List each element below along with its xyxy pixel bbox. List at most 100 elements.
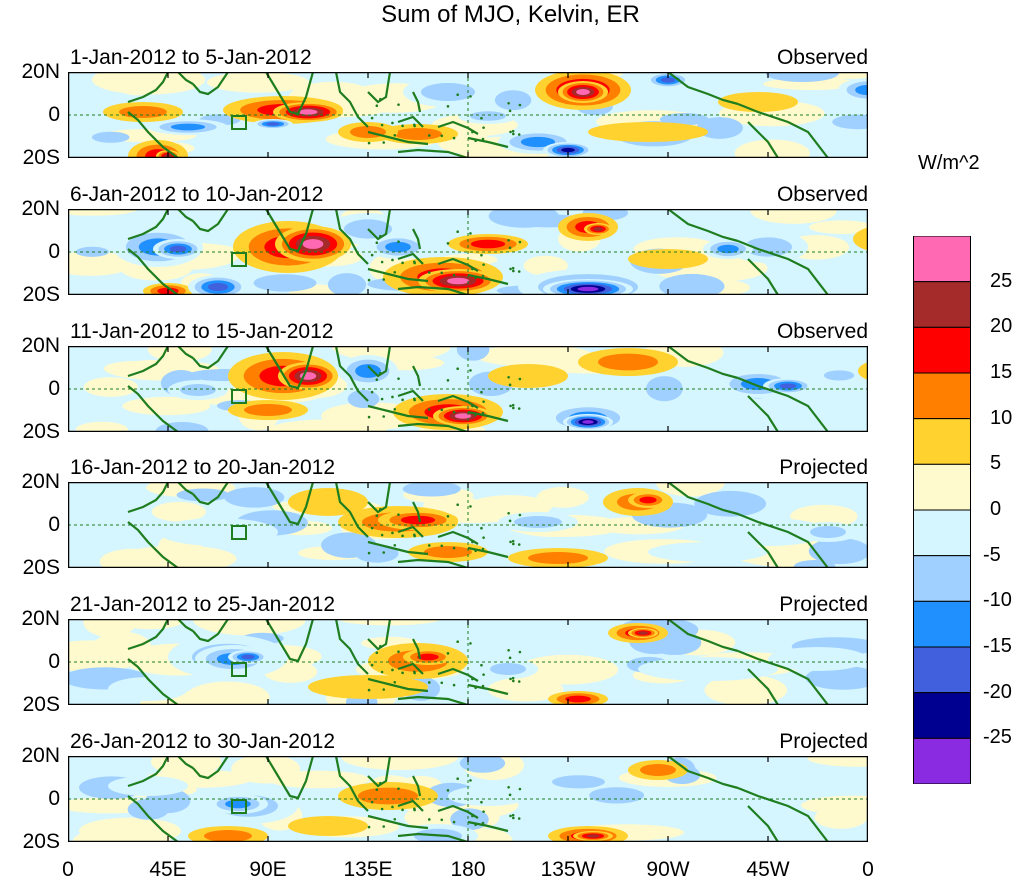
anomaly-contour: [588, 122, 708, 142]
anomaly-contour: [858, 362, 868, 380]
coastline: [412, 638, 422, 660]
island-marker: [474, 276, 477, 280]
coastline: [192, 209, 229, 233]
island-marker: [452, 273, 456, 277]
colorbar-segment: [913, 463, 971, 511]
coastline: [367, 540, 429, 556]
anomaly-contour: [454, 413, 472, 419]
island-marker: [469, 232, 472, 235]
anomaly-contour: [490, 663, 526, 675]
coastline: [177, 482, 194, 495]
coastline: [265, 209, 315, 253]
island-marker: [440, 271, 444, 275]
anomaly-contour: [750, 209, 837, 224]
coastline: [667, 72, 739, 106]
island-marker: [367, 415, 371, 419]
island-marker: [471, 267, 474, 271]
coastline: [397, 799, 424, 812]
panel-status: Projected: [779, 730, 868, 753]
region-box: [231, 252, 247, 267]
latitude-label: 0: [48, 240, 60, 263]
island-marker: [427, 134, 431, 137]
island-marker: [401, 261, 404, 265]
anomaly-contour: [103, 361, 165, 377]
olr-anomaly-map-6: [68, 756, 868, 842]
anomaly-contour: [717, 244, 739, 254]
anomaly-contour: [68, 251, 134, 276]
anomaly-contour: [92, 72, 206, 95]
island-marker: [517, 680, 521, 683]
latitude-label: 0: [48, 377, 60, 400]
colorbar-tick-label: -20: [983, 680, 1012, 703]
coastline: [192, 619, 229, 643]
coastline: [367, 756, 392, 788]
island-marker: [391, 668, 394, 672]
anomaly-contour: [385, 241, 411, 253]
anomaly-contour: [520, 136, 556, 148]
island-marker: [393, 270, 397, 274]
anomaly-contour: [108, 677, 188, 701]
anomaly-contour: [470, 239, 506, 249]
island-marker: [474, 823, 477, 827]
latitude-label: 0: [48, 650, 60, 673]
coastline: [667, 756, 739, 790]
coastline: [367, 267, 429, 283]
colorbar-tick-label: 10: [990, 406, 1013, 429]
coastline: [334, 756, 369, 812]
coastline: [397, 422, 469, 432]
island-marker: [509, 677, 512, 681]
coastline: [397, 695, 469, 705]
island-marker: [480, 253, 483, 257]
island-marker: [518, 787, 522, 791]
anomaly-contour: [394, 128, 442, 140]
anomaly-contour: [421, 83, 475, 101]
coastline: [127, 209, 169, 241]
coastline: [467, 820, 509, 833]
island-marker: [480, 663, 483, 667]
colorbar-segment: [913, 600, 971, 648]
island-marker: [413, 670, 416, 674]
island-marker: [469, 779, 472, 782]
map-panel-6: 26-Jan-2012 to 30-Jan-2012 Projected: [68, 730, 868, 842]
anomaly-contour: [718, 92, 798, 112]
anomaly-contour: [832, 114, 868, 130]
panel-status: Projected: [779, 593, 868, 616]
island-marker: [507, 511, 510, 515]
coastline: [127, 346, 169, 378]
coastline: [667, 619, 739, 653]
anomaly-contour: [855, 84, 868, 96]
coastline: [265, 346, 315, 390]
anomaly-contour: [487, 677, 564, 702]
island-marker: [508, 109, 512, 113]
anomaly-contour: [779, 383, 797, 389]
island-marker: [375, 651, 379, 655]
coastline: [334, 346, 369, 402]
anomaly-contour: [68, 209, 137, 216]
island-marker: [482, 673, 485, 676]
anomaly-contour: [808, 538, 868, 565]
island-marker: [482, 126, 485, 129]
anomaly-contour: [208, 283, 228, 291]
island-marker: [427, 408, 431, 411]
anomaly-contour: [470, 111, 506, 121]
island-marker: [380, 397, 384, 401]
coastline: [397, 148, 469, 158]
coastline: [334, 209, 369, 265]
colorbar-tick-label: -5: [983, 543, 1001, 566]
latitude-label: 20N: [21, 744, 60, 767]
island-marker: [512, 679, 515, 683]
anomaly-contour: [308, 675, 428, 699]
anomaly-contour: [241, 654, 255, 660]
island-marker: [440, 544, 444, 548]
coastline: [265, 619, 315, 663]
island-marker: [452, 546, 456, 550]
anomaly-contour: [447, 277, 469, 285]
anomaly-contour: [576, 89, 590, 95]
region-box: [231, 115, 247, 130]
anomaly-contour: [327, 273, 367, 295]
colorbar: [913, 236, 971, 784]
olr-anomaly-map-4: [68, 482, 868, 568]
coastline: [467, 410, 509, 423]
anomaly-contour: [302, 239, 324, 249]
anomaly-contour: [536, 486, 589, 508]
